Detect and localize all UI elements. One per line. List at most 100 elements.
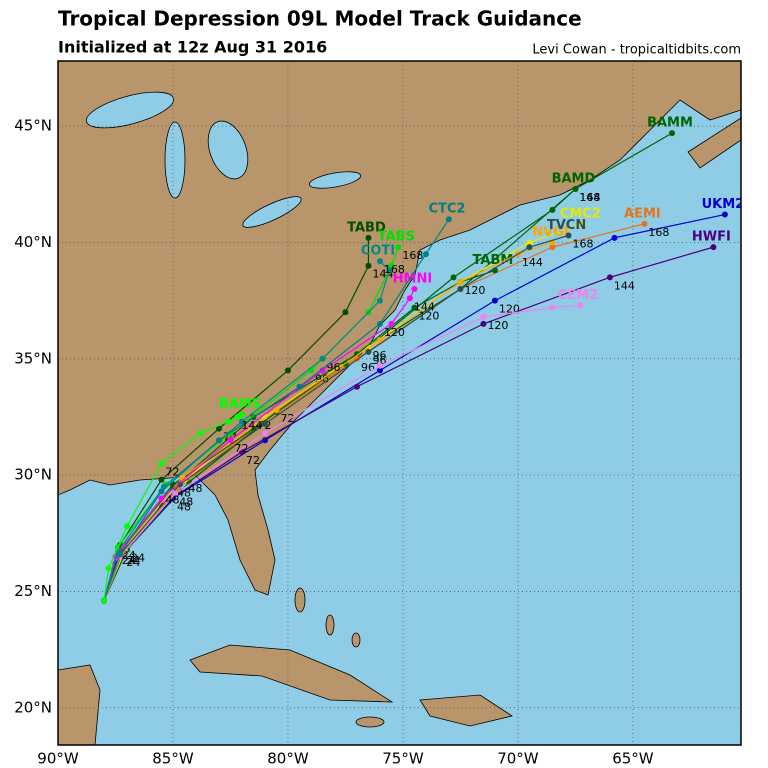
track-point	[215, 425, 222, 432]
hispaniola	[419, 694, 513, 727]
y-tick-label: 40°N	[14, 233, 52, 251]
track-point	[376, 258, 383, 265]
track-point	[411, 304, 418, 311]
track-point	[342, 309, 349, 316]
track-line	[103, 234, 569, 601]
hour-label: 24	[126, 556, 140, 569]
track-point	[215, 437, 222, 444]
track-point	[549, 206, 556, 213]
track-point	[234, 413, 241, 420]
track-line	[103, 241, 553, 601]
track-point	[480, 313, 487, 320]
hour-label: 24	[131, 552, 145, 565]
track-point	[319, 355, 326, 362]
track-line	[103, 304, 581, 601]
track-point	[238, 411, 245, 418]
x-tick-label: 85°W	[152, 750, 194, 768]
hour-label: 144	[241, 419, 262, 432]
hour-label: 144	[414, 300, 435, 313]
hour-label: 144	[579, 191, 600, 204]
basemap	[58, 61, 741, 745]
credit: Levi Cowan - tropicaltidbits.com	[532, 43, 741, 58]
track-point	[365, 348, 372, 355]
track-point	[422, 251, 429, 258]
track-point	[176, 481, 183, 488]
track-point	[376, 337, 383, 344]
track-point	[172, 490, 179, 497]
track-point	[457, 286, 464, 292]
track-point	[105, 565, 112, 572]
x-tick-label: 90°W	[37, 750, 79, 768]
track-point	[395, 244, 402, 251]
track-point	[353, 383, 360, 390]
track-point	[457, 279, 464, 286]
track-point	[565, 232, 572, 239]
y-tick-label: 20°N	[14, 698, 52, 716]
track-point	[158, 460, 165, 467]
track-point	[549, 304, 556, 311]
hour-label: 72	[246, 454, 260, 467]
track-point	[365, 262, 372, 269]
x-tick-label: 70°W	[497, 750, 539, 768]
hour-label: 72	[234, 442, 248, 455]
title: Tropical Depression 09L Model Track Guid…	[58, 7, 582, 31]
model-label: BAMM	[647, 116, 693, 131]
model-label: HWFI	[692, 230, 731, 245]
track-point	[261, 437, 268, 444]
track-point	[450, 274, 457, 281]
track-line	[103, 288, 415, 601]
hour-label: 168	[573, 237, 594, 250]
track-point	[225, 418, 232, 425]
hour-label: 24	[122, 554, 136, 567]
y-tick-label: 35°N	[14, 349, 52, 367]
lake-superior	[85, 91, 175, 129]
hour-label: 96	[372, 354, 386, 367]
track-line	[103, 218, 450, 601]
track-point	[641, 220, 648, 227]
bahamas	[351, 632, 361, 648]
track-point	[491, 297, 498, 304]
x-tick-label: 65°W	[612, 750, 654, 768]
nova-scotia	[687, 117, 741, 169]
model-label: TABM	[473, 253, 514, 268]
model-label: AEMI	[624, 206, 661, 221]
x-tick-label: 80°W	[267, 750, 309, 768]
track-point	[386, 267, 393, 274]
track-point	[388, 320, 395, 327]
track-point	[376, 297, 383, 304]
hour-label: 48	[188, 482, 202, 495]
track-point	[669, 130, 676, 137]
y-tick-label: 25°N	[14, 582, 52, 600]
track-point	[365, 234, 372, 241]
hour-label: 72	[165, 465, 179, 478]
bahamas	[325, 614, 335, 636]
hour-label: 144	[614, 279, 635, 292]
track-point	[238, 418, 245, 425]
track-point	[376, 362, 383, 369]
track-point	[376, 367, 383, 374]
bahamas	[294, 587, 306, 613]
track-point	[296, 383, 303, 390]
track-point	[158, 495, 165, 502]
hour-label: 48	[165, 493, 179, 506]
track-point	[710, 244, 717, 251]
hour-label: 144	[522, 256, 543, 269]
track-point	[100, 597, 107, 604]
lake-ontario	[308, 171, 362, 189]
track-point	[445, 216, 452, 223]
model-label: TABS	[378, 230, 415, 245]
track-point	[572, 185, 579, 192]
track-point	[721, 211, 728, 218]
model-label: CMC2	[560, 206, 601, 221]
track-point	[319, 367, 326, 374]
lake-huron	[207, 120, 249, 180]
hour-label: 168	[579, 191, 600, 204]
hour-label: 48	[177, 500, 191, 513]
y-tick-label: 30°N	[14, 466, 52, 484]
track-point	[411, 286, 418, 292]
track-point	[261, 430, 268, 437]
track-point	[227, 437, 234, 444]
track-point	[197, 430, 204, 437]
hour-label: 168	[402, 249, 423, 262]
